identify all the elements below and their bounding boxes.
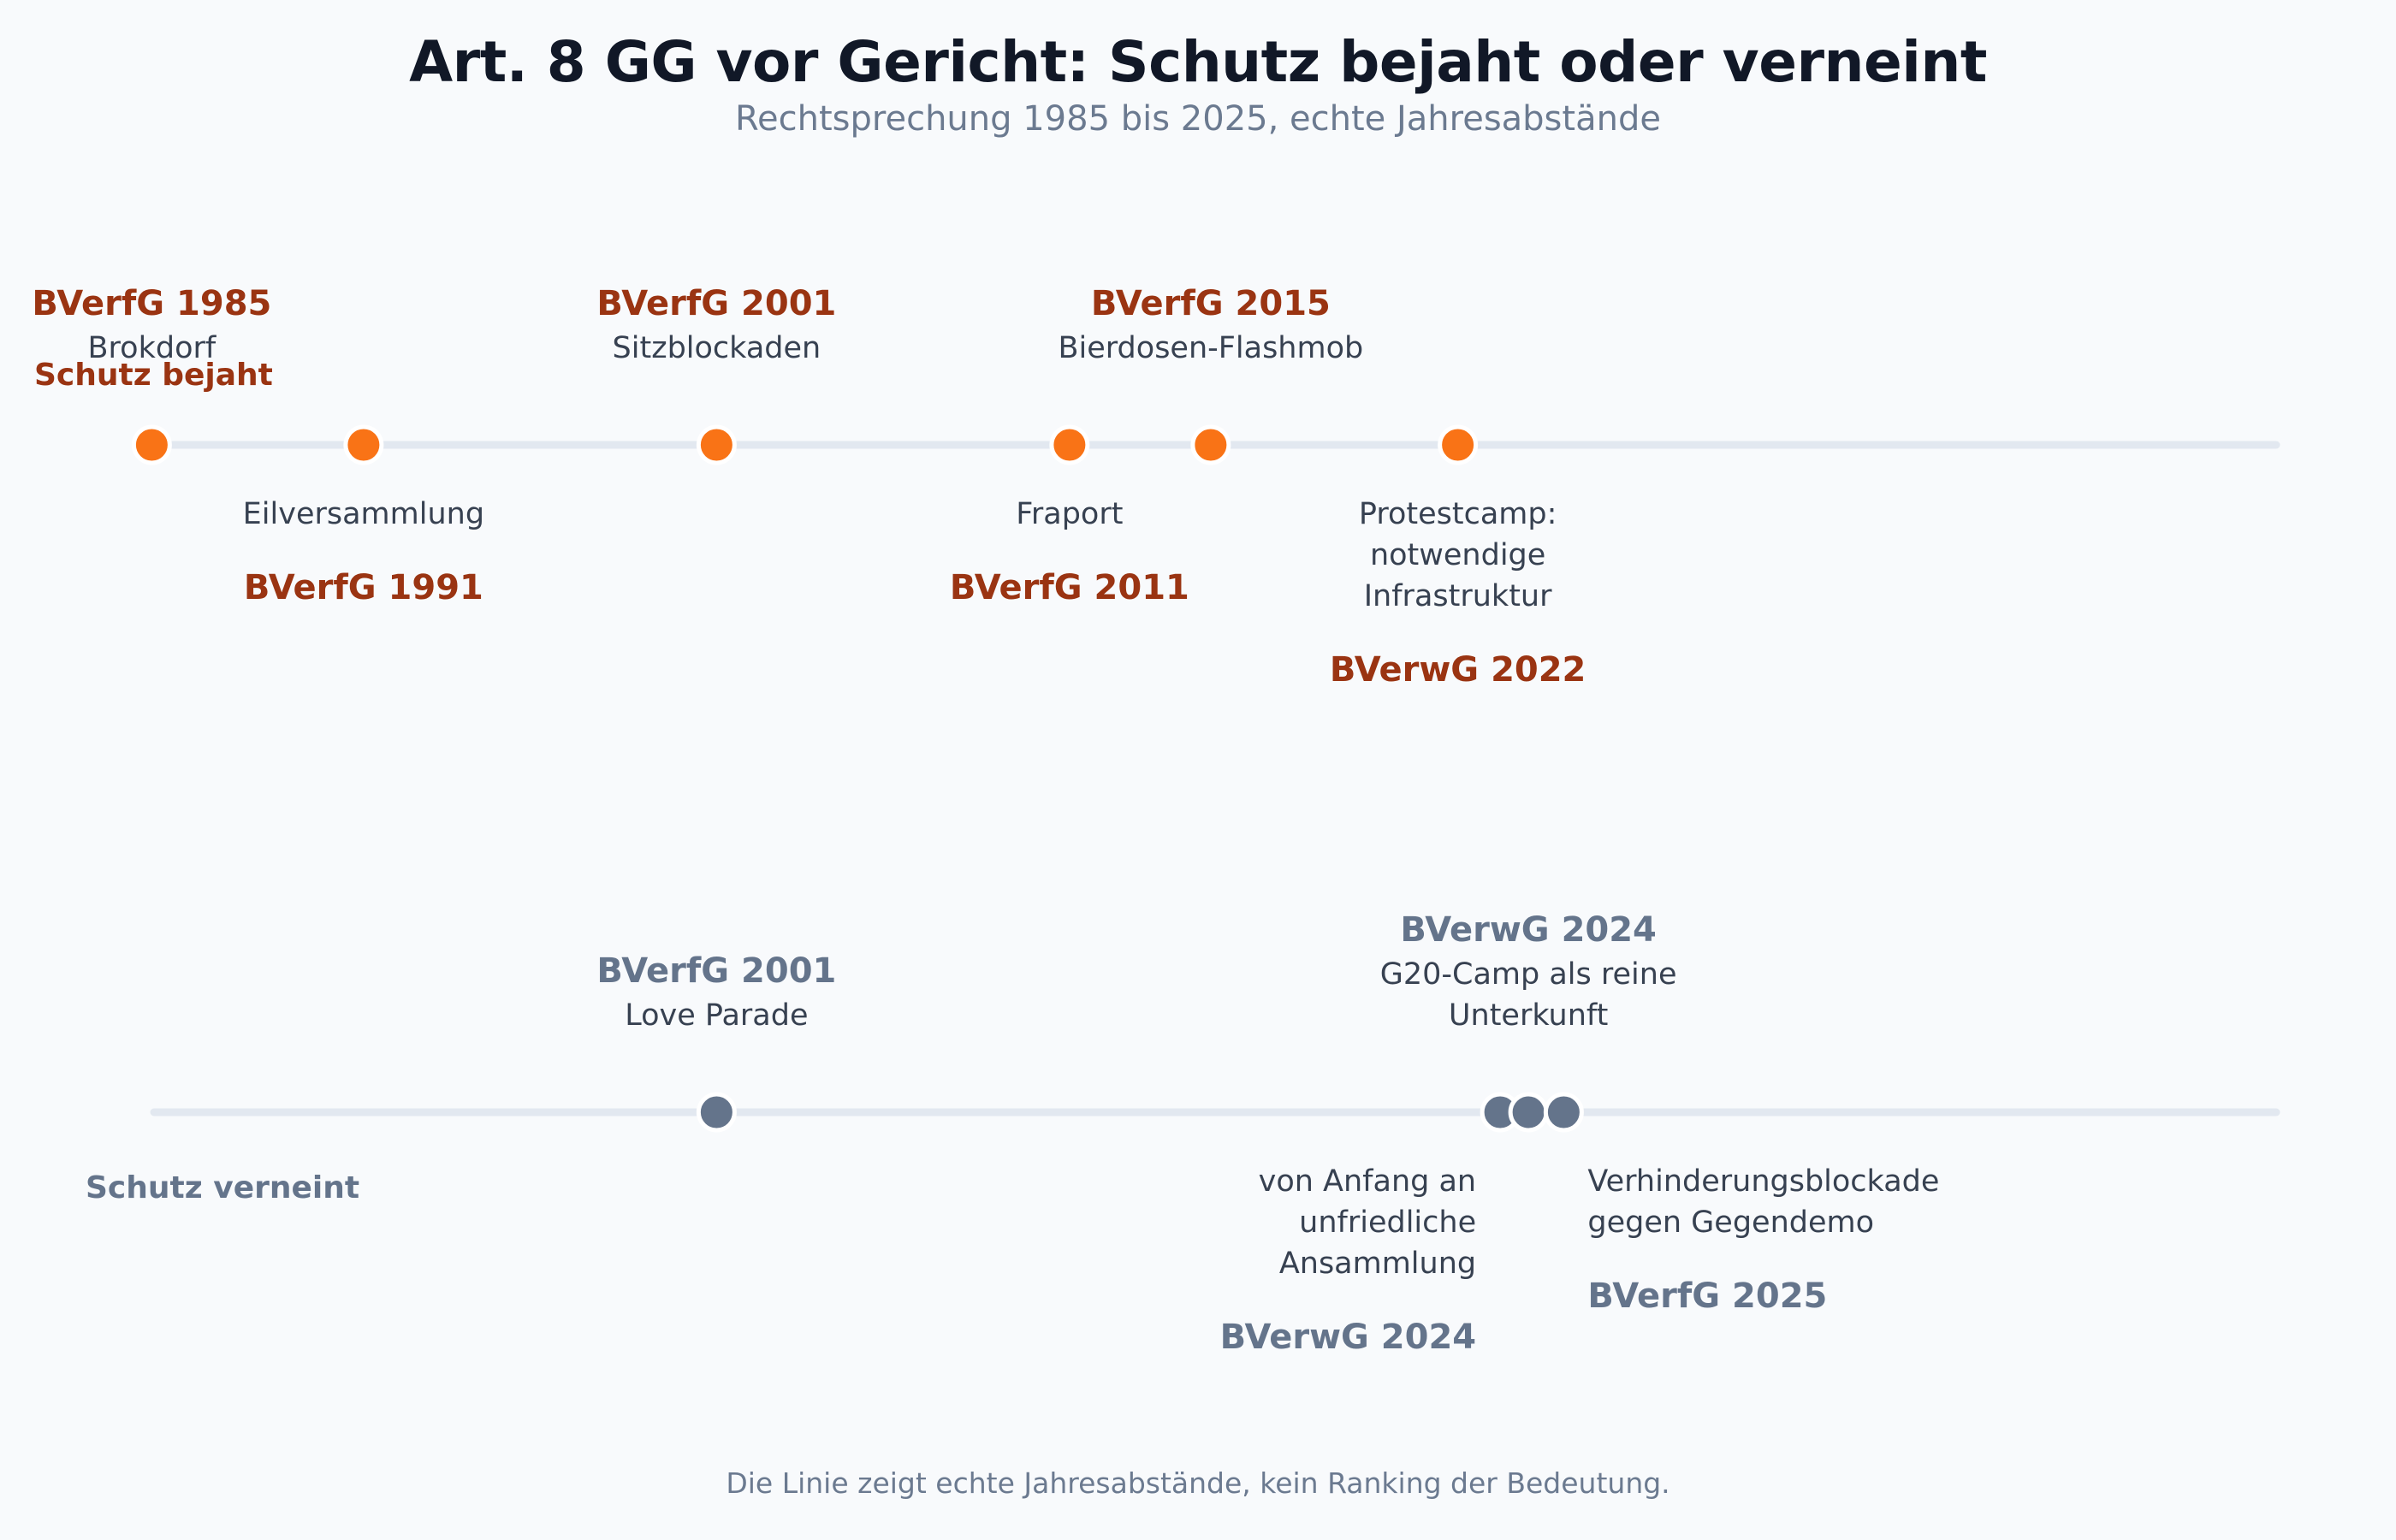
- affirmed-event-2-court: BVerfG 2001: [596, 284, 836, 323]
- affirmed-event-2-desc-line: Sitzblockaden: [613, 331, 821, 365]
- denied-event-3-dot: [1543, 1092, 1584, 1133]
- affirmed-event-1-court: BVerfG 1991: [244, 568, 483, 607]
- affirmed-event-3-desc-line: Fraport: [1016, 497, 1123, 531]
- denied-event-1-court: BVerwG 2024: [1220, 1318, 1477, 1357]
- denied-event-0-desc-line: Love Parade: [625, 998, 808, 1033]
- affirmed-event-1-dot: [343, 424, 384, 465]
- affirmed-event-4-dot: [1190, 424, 1231, 465]
- footnote: Die Linie zeigt echte Jahresabstände, ke…: [726, 1466, 1670, 1500]
- affirmed-event-3-court: BVerfG 2011: [950, 568, 1189, 607]
- affirmed-event-0-dot: [131, 424, 172, 465]
- denied-event-3-desc-line: Verhinderungsblockade: [1587, 1164, 1939, 1199]
- denied-event-2-desc-line: G20-Camp als reine: [1380, 957, 1677, 992]
- page-subtitle: Rechtsprechung 1985 bis 2025, echte Jahr…: [735, 99, 1661, 139]
- denied-event-1-desc-line: von Anfang an: [1259, 1164, 1477, 1199]
- denied-event-3-desc-line: gegen Gegendemo: [1587, 1205, 1874, 1240]
- affirmed-event-1-desc-line: Eilversammlung: [243, 497, 484, 531]
- denied-event-0-court: BVerfG 2001: [596, 951, 836, 991]
- affirmed-row-label: Schutz bejaht: [34, 358, 273, 393]
- affirmed-event-5-desc-line: notwendige: [1370, 538, 1545, 572]
- denied-event-2-dot: [1508, 1092, 1549, 1133]
- affirmed-event-4-desc-line: Bierdosen-Flashmob: [1059, 331, 1364, 365]
- affirmed-event-3-dot: [1049, 424, 1090, 465]
- affirmed-event-5-desc-line: Protestcamp:: [1359, 497, 1557, 531]
- denied-event-3-court: BVerfG 2025: [1587, 1276, 1827, 1316]
- denied-event-2-court: BVerwG 2024: [1400, 910, 1657, 950]
- affirmed-event-2-dot: [696, 424, 737, 465]
- affirmed-event-0-desc-line: Brokdorf: [88, 331, 216, 365]
- affirmed-event-5-court: BVerwG 2022: [1330, 650, 1586, 690]
- affirmed-event-5-desc-line: Infrastruktur: [1364, 579, 1552, 613]
- affirmed-event-0-court: BVerfG 1985: [32, 284, 271, 323]
- denied-event-1-desc-line: Ansammlung: [1279, 1247, 1476, 1281]
- affirmed-event-4-court: BVerfG 2015: [1091, 284, 1331, 323]
- denied-row-label: Schutz verneint: [86, 1170, 359, 1205]
- denied-event-0-dot: [696, 1092, 737, 1133]
- page-title: Art. 8 GG vor Gericht: Schutz bejaht ode…: [409, 29, 1987, 95]
- affirmed-event-5-dot: [1438, 424, 1479, 465]
- denied-event-2-desc-line: Unterkunft: [1449, 998, 1608, 1033]
- denied-event-1-desc-line: unfriedliche: [1299, 1205, 1476, 1240]
